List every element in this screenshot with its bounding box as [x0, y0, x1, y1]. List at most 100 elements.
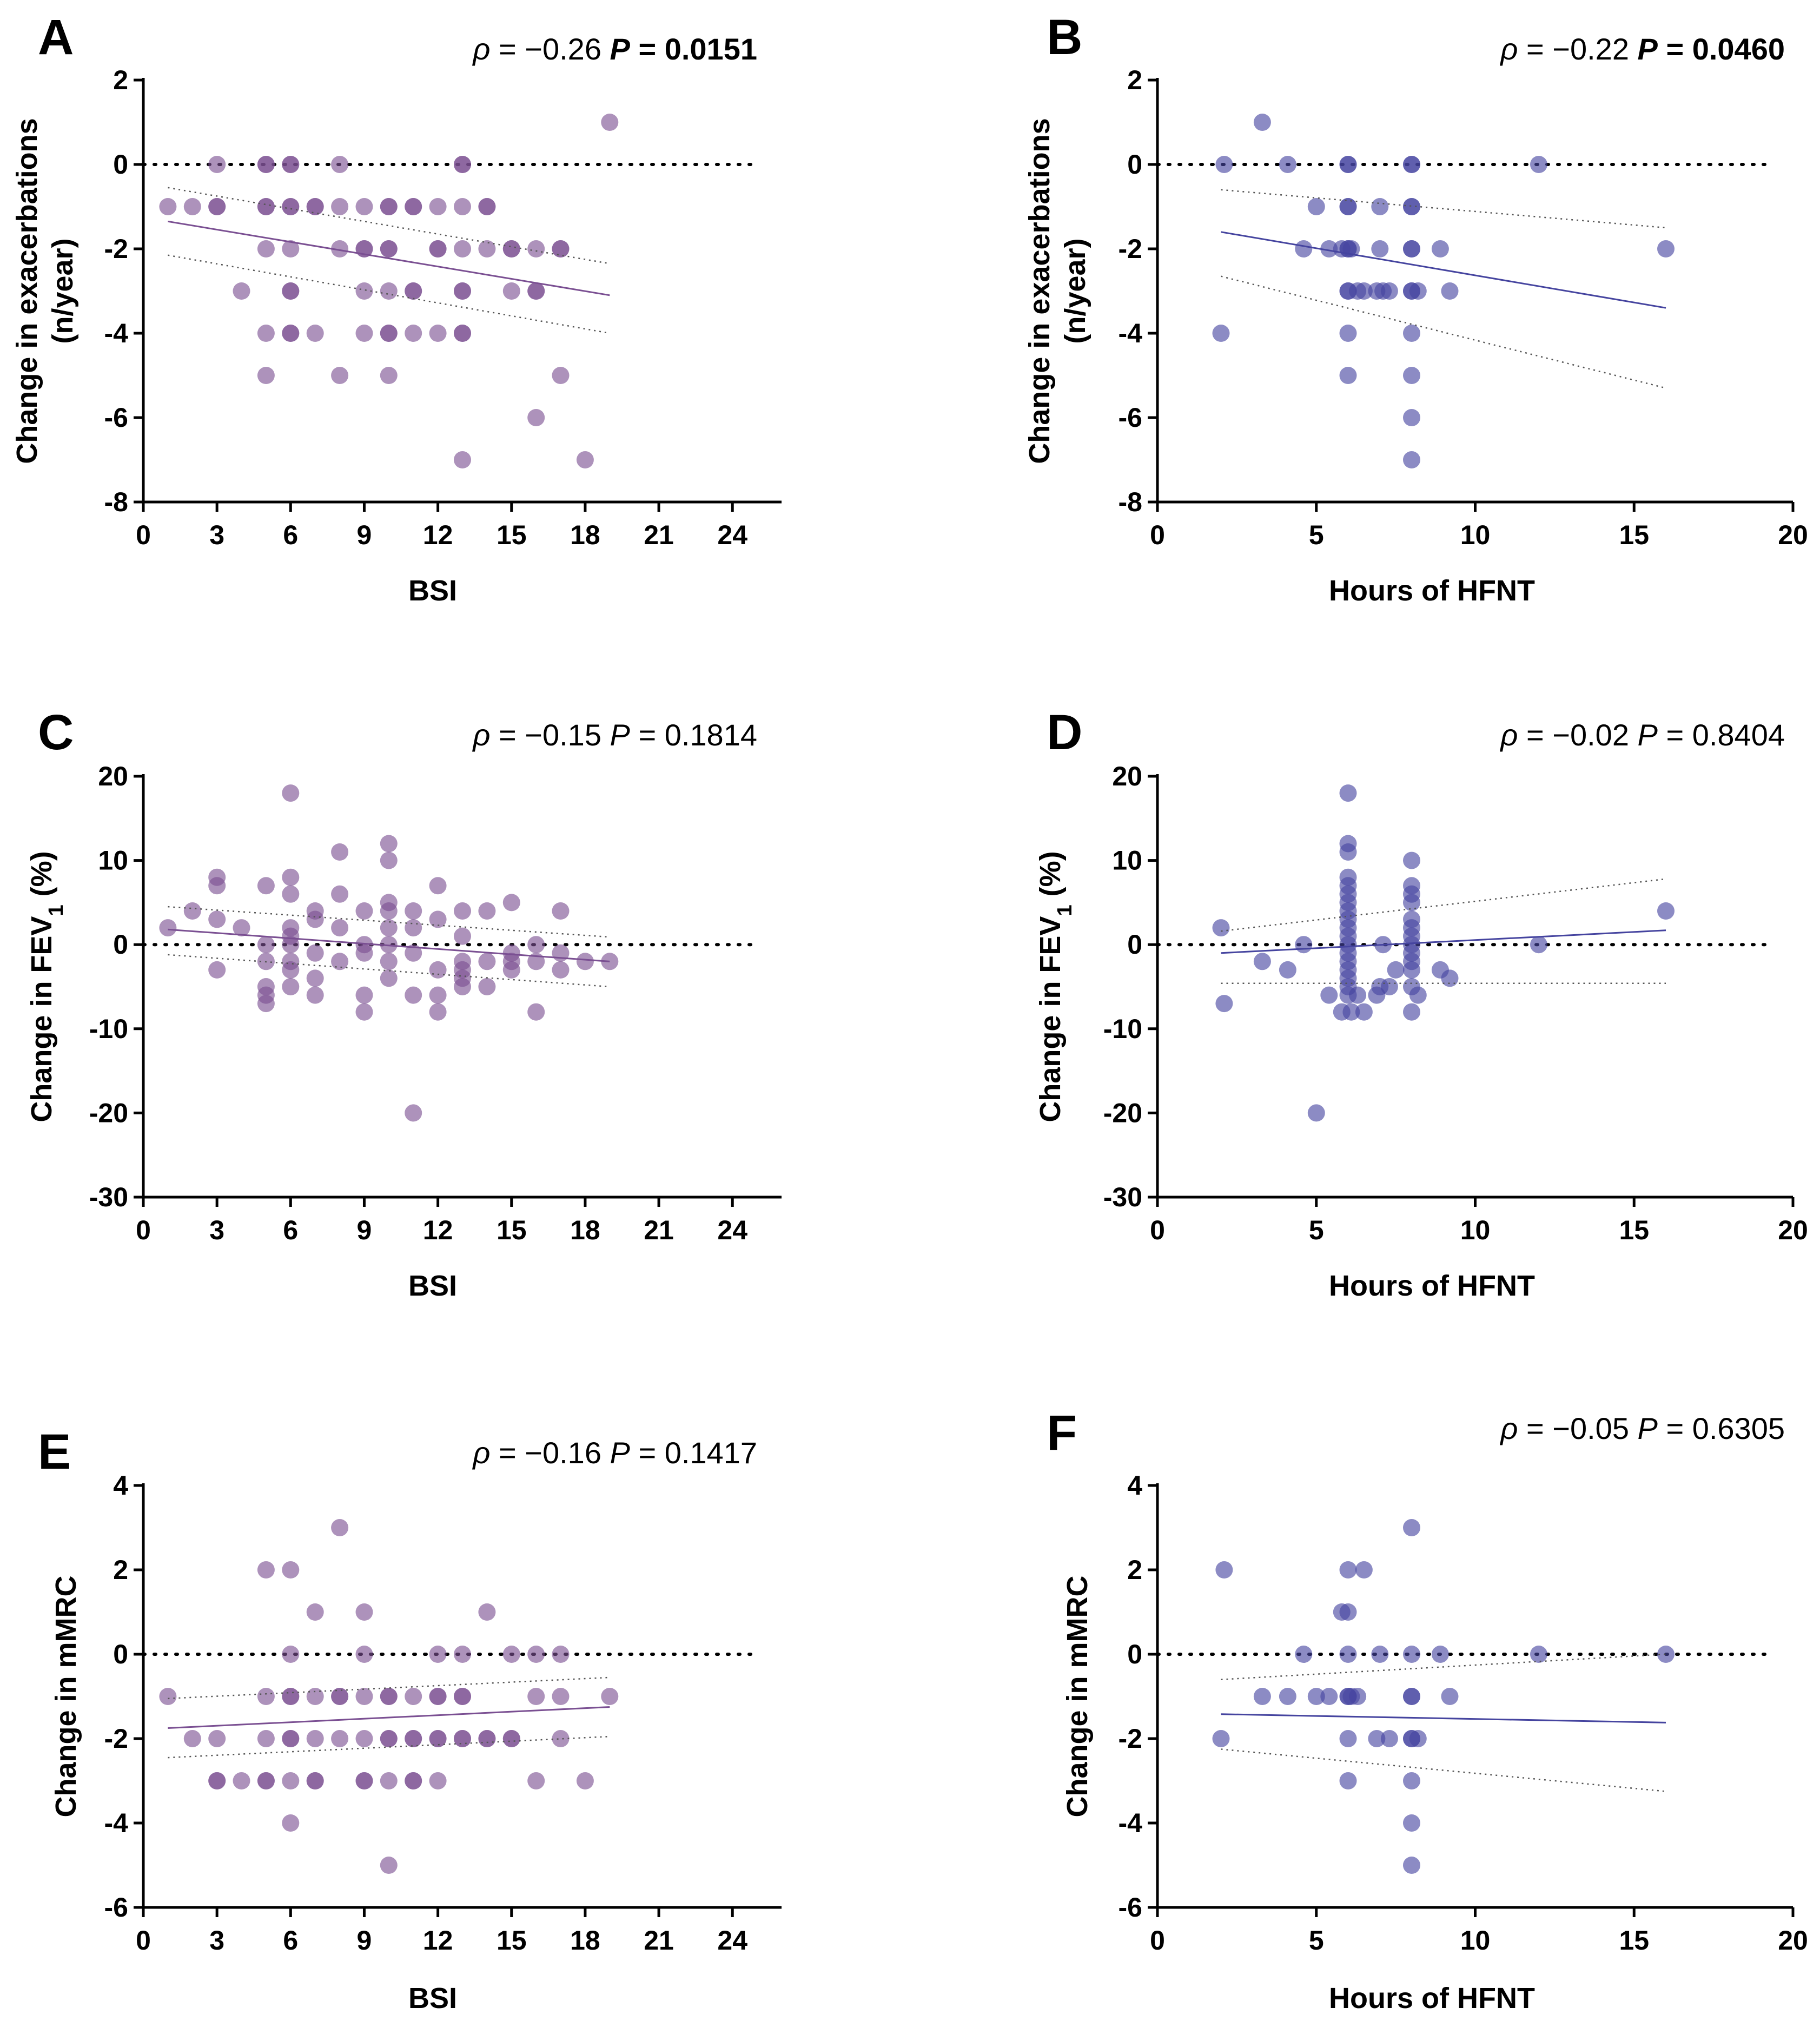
data-point: [527, 1646, 545, 1663]
data-point: [1403, 1857, 1420, 1874]
data-point: [1431, 240, 1449, 257]
data-point: [552, 1646, 570, 1663]
data-point: [1320, 986, 1338, 1004]
confidence-upper-line: [1221, 189, 1666, 229]
data-point: [208, 198, 226, 215]
data-point: [1409, 1730, 1427, 1747]
data-point: [552, 367, 570, 384]
data-point: [1403, 1646, 1420, 1663]
confidence-lower-line: [1221, 1748, 1666, 1792]
data-point: [1403, 409, 1420, 426]
data-point: [282, 1561, 300, 1579]
data-point: [1371, 1646, 1389, 1663]
data-point: [1403, 240, 1420, 257]
data-point: [257, 156, 275, 173]
stat-annotation: ρ = −0.16 P = 0.1417: [472, 1436, 757, 1470]
data-point: [331, 156, 349, 173]
data-point: [257, 877, 275, 895]
data-point: [405, 1772, 422, 1789]
data-point: [1403, 1519, 1420, 1536]
data-point: [1441, 1688, 1459, 1705]
x-tick-label: 15: [497, 1925, 527, 1956]
data-point: [478, 1730, 496, 1747]
data-point: [1295, 936, 1313, 954]
panel-letter: A: [38, 10, 74, 65]
p-value: = 0.0460: [1658, 32, 1785, 66]
data-point: [1403, 367, 1420, 384]
data-point: [306, 1772, 324, 1789]
data-point: [1339, 843, 1357, 861]
data-point: [380, 835, 398, 853]
y-axis-label-subscript: 1: [1054, 904, 1076, 916]
data-point: [1403, 156, 1420, 173]
data-point: [282, 325, 300, 342]
data-point: [429, 1730, 447, 1747]
data-point: [405, 1730, 422, 1747]
regression-line: [168, 220, 610, 296]
data-point: [405, 198, 422, 215]
data-point: [380, 953, 398, 970]
rho-value: = −0.16: [490, 1436, 610, 1470]
data-point: [1657, 240, 1675, 257]
y-tick-label: -8: [104, 487, 128, 517]
x-tick-label: 21: [644, 1215, 674, 1245]
x-tick-label: 15: [1619, 1925, 1649, 1956]
x-tick-label: 12: [423, 520, 453, 550]
data-point: [454, 1688, 471, 1705]
data-point: [282, 1772, 300, 1789]
data-point: [380, 969, 398, 987]
data-point: [355, 1730, 373, 1747]
data-point: [380, 1688, 398, 1705]
data-point: [306, 1688, 324, 1705]
data-point: [527, 240, 545, 257]
data-point: [355, 1688, 373, 1705]
data-point: [208, 1772, 226, 1789]
data-point: [355, 944, 373, 962]
data-point: [233, 1772, 250, 1789]
data-point: [331, 1730, 349, 1747]
data-point: [282, 156, 300, 173]
x-tick-label: 24: [717, 1925, 747, 1956]
data-point: [282, 885, 300, 903]
data-point: [552, 902, 570, 920]
data-point: [1339, 1603, 1357, 1621]
data-point: [1339, 1730, 1357, 1747]
data-point: [1215, 1561, 1233, 1579]
stat-annotation: ρ = −0.22 P = 0.0460: [1499, 32, 1785, 66]
data-point: [380, 325, 398, 342]
data-point: [331, 953, 349, 970]
rho-label: ρ: [1499, 32, 1518, 66]
data-point: [527, 936, 545, 954]
data-point: [233, 282, 250, 300]
data-point: [355, 1003, 373, 1021]
x-tick-label: 0: [136, 1925, 151, 1956]
data-point: [331, 367, 349, 384]
data-point: [1339, 1646, 1357, 1663]
panel-letter: F: [1047, 1405, 1077, 1461]
data-point: [282, 240, 300, 257]
data-point: [502, 1646, 520, 1663]
data-point: [527, 1772, 545, 1789]
data-point: [1355, 1003, 1373, 1021]
y-tick-label: 4: [113, 1470, 128, 1501]
y-axis-label-subscript: 1: [45, 904, 68, 916]
x-axis-label: Hours of HFNT: [1329, 1270, 1535, 1302]
data-point: [502, 961, 520, 979]
data-point: [282, 784, 300, 802]
data-point: [405, 1688, 422, 1705]
data-point: [282, 198, 300, 215]
data-point: [257, 1772, 275, 1789]
data-point: [429, 1003, 447, 1021]
regression-line: [1221, 929, 1666, 954]
data-point: [1320, 240, 1338, 257]
data-point: [1403, 325, 1420, 342]
data-point: [429, 1772, 447, 1789]
x-axis-label: BSI: [408, 574, 457, 607]
data-point: [1279, 156, 1296, 173]
x-tick-label: 5: [1309, 1925, 1324, 1956]
data-point: [454, 198, 471, 215]
y-tick-label: 2: [113, 1555, 128, 1585]
data-point: [208, 1730, 226, 1747]
